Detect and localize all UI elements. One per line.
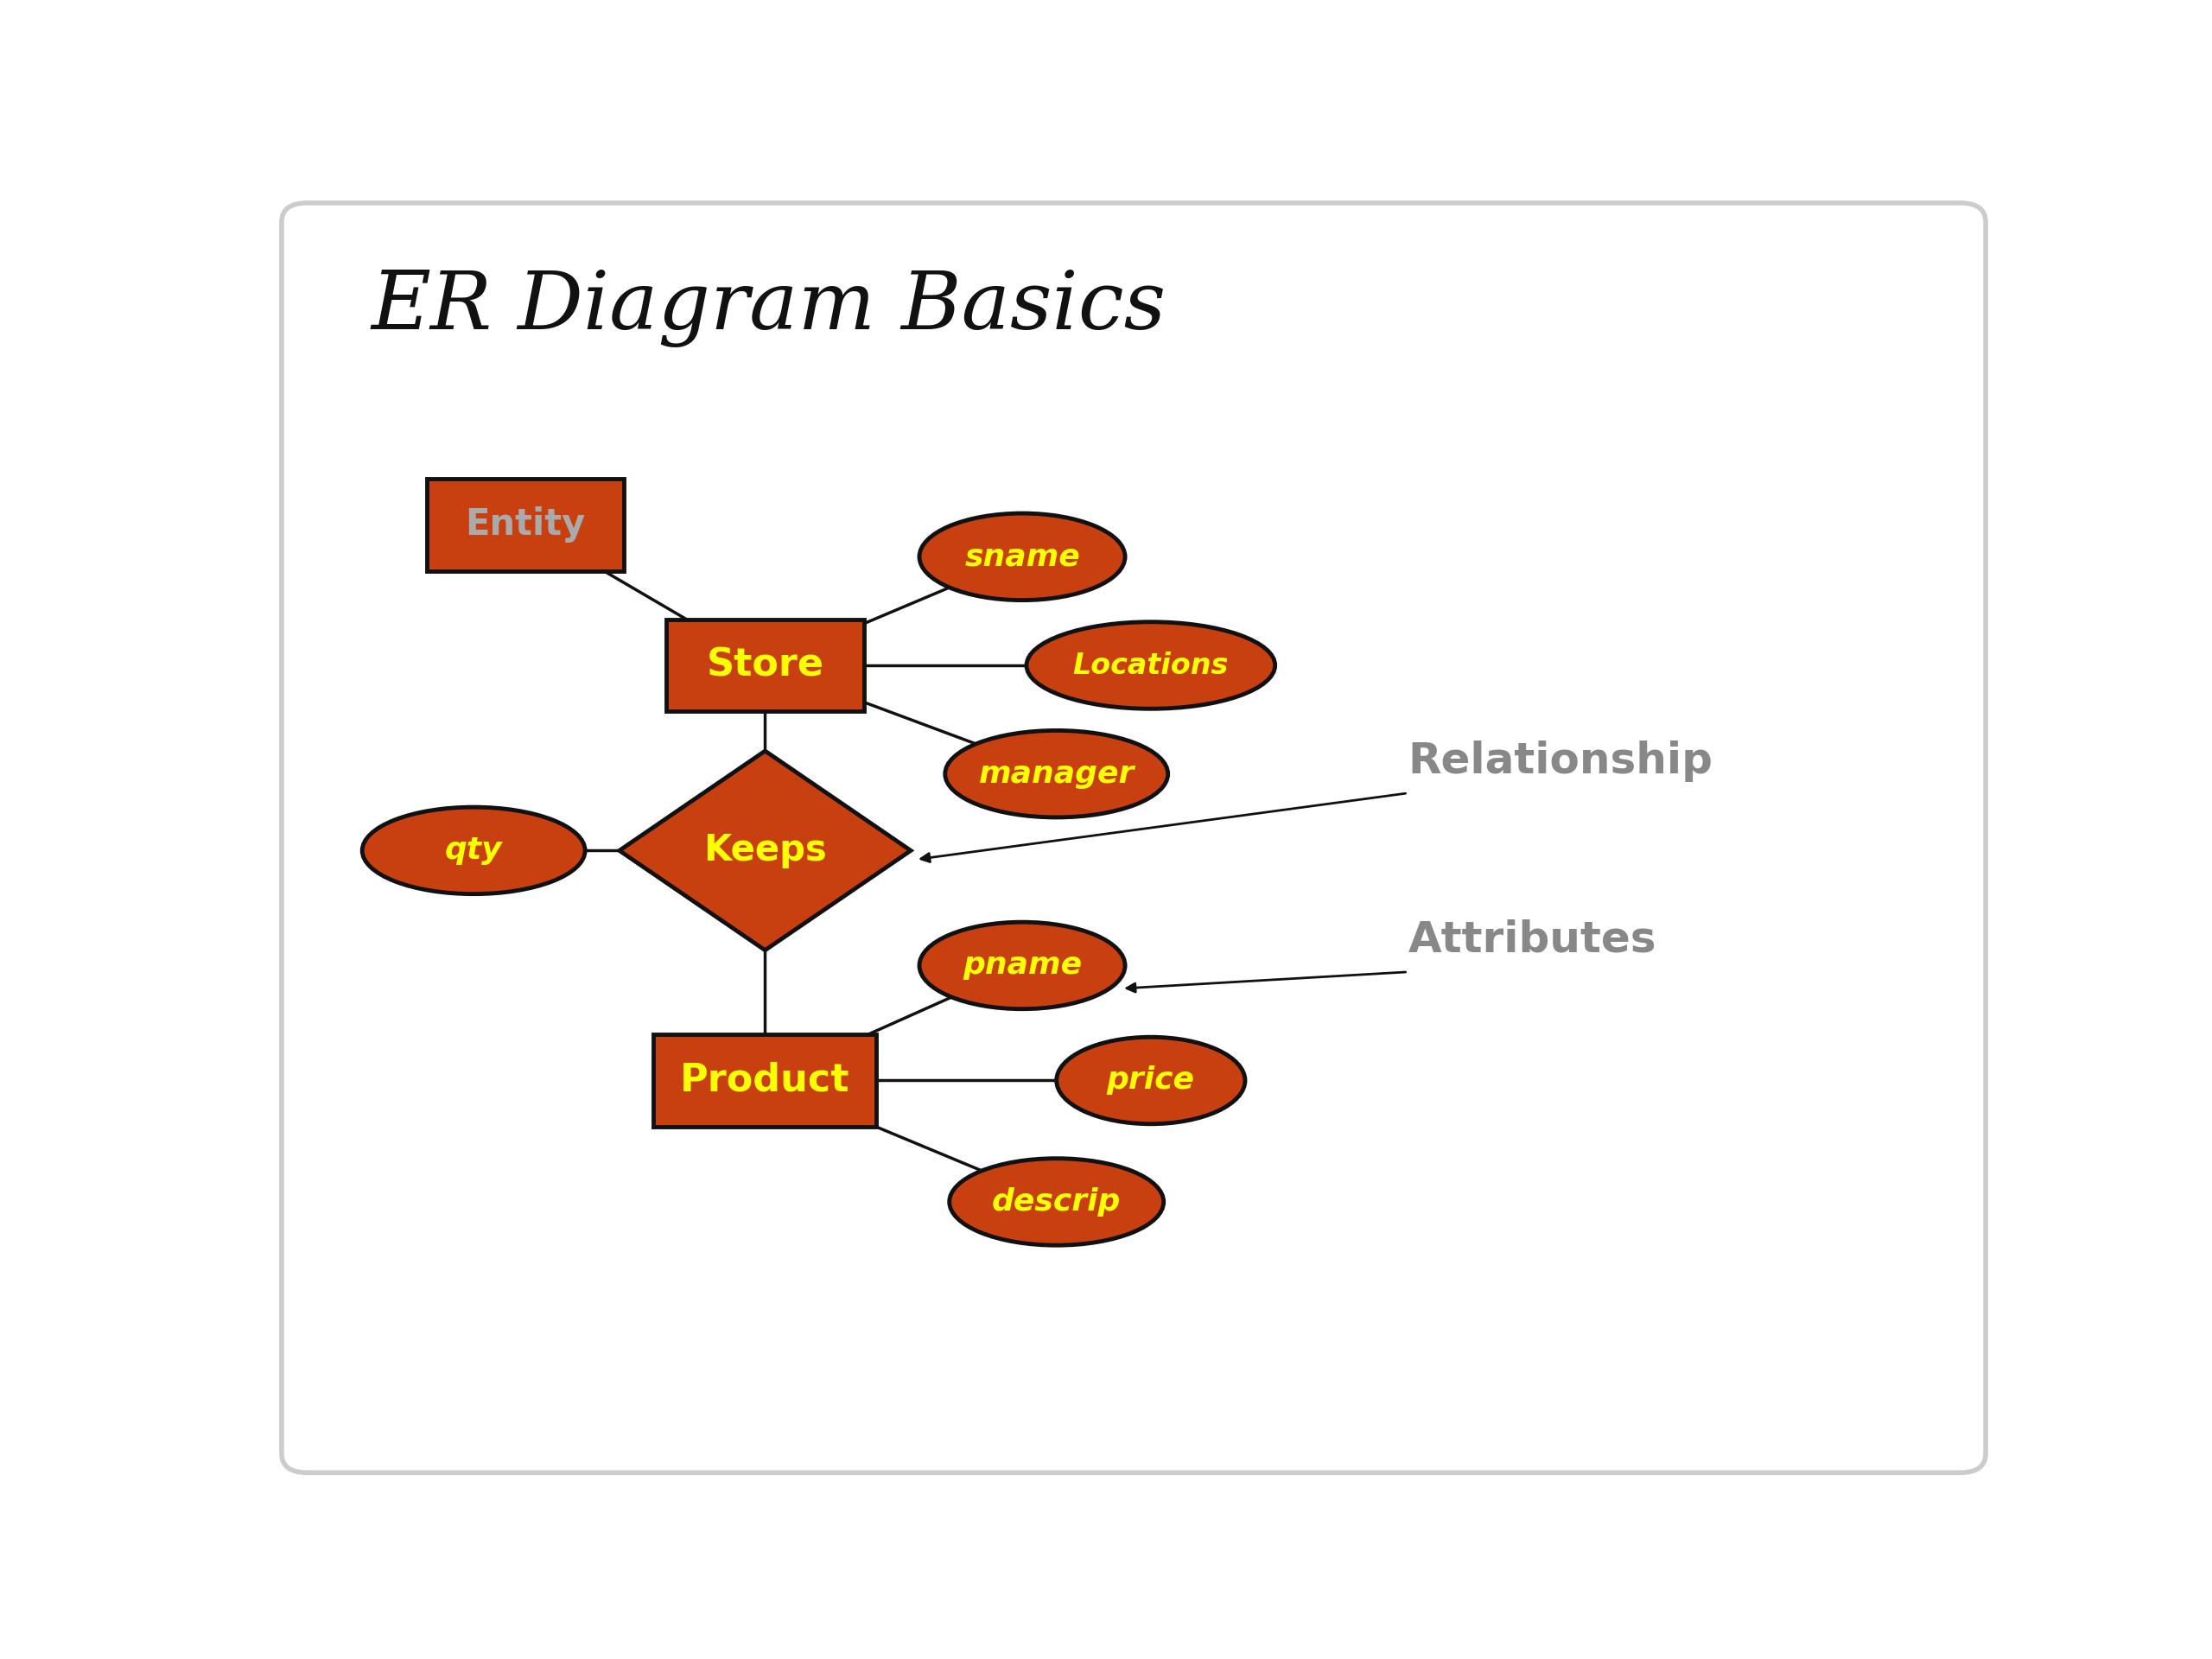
- Text: Relationship: Relationship: [1409, 740, 1712, 781]
- Text: Attributes: Attributes: [1409, 919, 1657, 961]
- Text: Keeps: Keeps: [703, 833, 827, 869]
- FancyBboxPatch shape: [281, 202, 1986, 1473]
- Text: Locations: Locations: [1073, 650, 1228, 680]
- Ellipse shape: [949, 1158, 1164, 1246]
- FancyBboxPatch shape: [666, 619, 863, 712]
- Ellipse shape: [363, 808, 584, 894]
- Text: qty: qty: [445, 836, 502, 866]
- FancyBboxPatch shape: [427, 479, 624, 571]
- Ellipse shape: [1057, 1037, 1245, 1123]
- Text: pname: pname: [962, 951, 1082, 980]
- Text: ER Diagram Basics: ER Diagram Basics: [372, 269, 1166, 347]
- Text: Entity: Entity: [465, 506, 586, 542]
- Ellipse shape: [920, 922, 1126, 1009]
- Text: sname: sname: [964, 542, 1079, 571]
- Ellipse shape: [1026, 622, 1274, 708]
- FancyBboxPatch shape: [655, 1035, 876, 1126]
- Text: price: price: [1106, 1065, 1194, 1095]
- Text: descrip: descrip: [991, 1188, 1121, 1216]
- Text: Product: Product: [679, 1062, 849, 1098]
- Polygon shape: [619, 752, 911, 951]
- Text: manager: manager: [978, 760, 1135, 788]
- Text: Store: Store: [706, 647, 823, 684]
- Ellipse shape: [945, 730, 1168, 818]
- Ellipse shape: [920, 513, 1126, 601]
